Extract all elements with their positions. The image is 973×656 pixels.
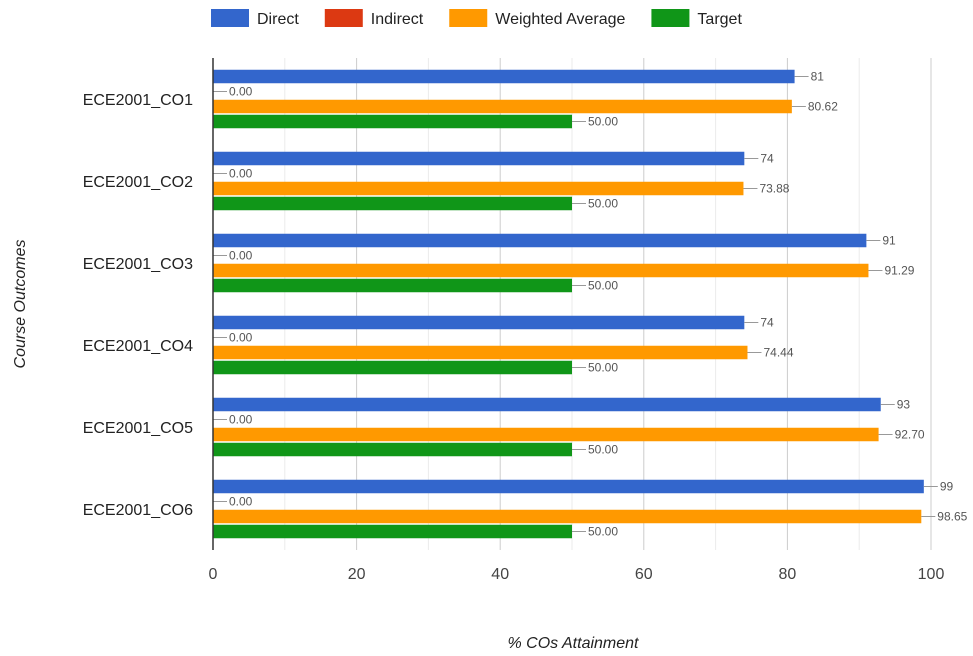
data-label: 50.00 xyxy=(588,115,618,129)
data-label: 98.65 xyxy=(937,510,967,524)
bar-weighted-average[interactable] xyxy=(213,99,792,114)
bar-direct[interactable] xyxy=(213,397,881,412)
bars-group xyxy=(213,69,924,539)
bar-target[interactable] xyxy=(213,360,572,375)
category-label: ECE2001_CO1 xyxy=(83,92,193,109)
category-label: ECE2001_CO4 xyxy=(83,338,193,355)
bar-target[interactable] xyxy=(213,114,572,129)
category-label: ECE2001_CO2 xyxy=(83,174,193,191)
bar-weighted-average[interactable] xyxy=(213,427,879,442)
bar-target[interactable] xyxy=(213,196,572,211)
data-label: 50.00 xyxy=(588,361,618,375)
data-label: 50.00 xyxy=(588,197,618,211)
bar-weighted-average[interactable] xyxy=(213,181,744,196)
category-label: ECE2001_CO5 xyxy=(83,420,193,437)
legend-swatch-direct xyxy=(211,9,249,27)
bar-direct[interactable] xyxy=(213,315,745,330)
y-axis-title: Course Outcomes xyxy=(12,240,29,369)
data-label: 92.70 xyxy=(895,428,925,442)
legend-label-direct[interactable]: Direct xyxy=(257,11,299,28)
data-label: 91.29 xyxy=(884,264,914,278)
x-tick-label: 100 xyxy=(918,566,945,583)
category-label: ECE2001_CO3 xyxy=(83,256,193,273)
data-label: 0.00 xyxy=(229,249,253,263)
data-label: 0.00 xyxy=(229,85,253,99)
bar-target[interactable] xyxy=(213,524,572,539)
data-labels: 81 0.00 80.62 50.00 74 0.00 73.88 50.00 91 0.00 91… xyxy=(229,70,968,539)
bar-weighted-average[interactable] xyxy=(213,263,869,278)
data-label: 0.00 xyxy=(229,495,253,509)
bar-weighted-average[interactable] xyxy=(213,509,922,524)
data-label: 0.00 xyxy=(229,331,253,345)
data-label: 73.88 xyxy=(759,182,789,196)
gridlines xyxy=(284,58,932,550)
bar-weighted-average[interactable] xyxy=(213,345,748,360)
data-label: 74.44 xyxy=(763,346,793,360)
bar-direct[interactable] xyxy=(213,69,795,84)
x-tick-label: 40 xyxy=(491,566,509,583)
data-label: 91 xyxy=(882,234,896,248)
data-label: 81 xyxy=(811,70,825,84)
data-label: 0.00 xyxy=(229,413,253,427)
x-tick-labels: 0 20 40 60 80 100 xyxy=(209,566,945,583)
x-axis-title: % COs Attainment xyxy=(507,635,639,652)
data-label: 80.62 xyxy=(808,100,838,114)
x-tick-label: 80 xyxy=(779,566,797,583)
category-label: ECE2001_CO6 xyxy=(83,502,193,519)
data-label: 50.00 xyxy=(588,279,618,293)
data-label: 50.00 xyxy=(588,443,618,457)
legend-swatch-weighted-average xyxy=(449,9,488,27)
data-label: 99 xyxy=(940,480,954,494)
bar-target[interactable] xyxy=(213,278,572,293)
data-label-leaders xyxy=(213,76,938,532)
data-label: 0.00 xyxy=(229,167,253,181)
x-tick-label: 60 xyxy=(635,566,653,583)
data-label: 50.00 xyxy=(588,525,618,539)
x-tick-label: 0 xyxy=(209,566,218,583)
bar-direct[interactable] xyxy=(213,233,867,248)
bar-direct[interactable] xyxy=(213,479,924,494)
bar-target[interactable] xyxy=(213,442,572,457)
data-label: 74 xyxy=(760,152,774,166)
x-tick-label: 20 xyxy=(348,566,366,583)
legend-label-indirect[interactable]: Indirect xyxy=(371,11,424,28)
legend-swatch-target xyxy=(651,9,690,27)
legend-label-target[interactable]: Target xyxy=(697,11,742,28)
bar-direct[interactable] xyxy=(213,151,745,166)
legend-swatch-indirect xyxy=(324,9,363,27)
category-labels: ECE2001_CO1 ECE2001_CO2 ECE2001_CO3 ECE2001… xyxy=(83,92,193,519)
data-label: 93 xyxy=(897,398,911,412)
legend: Direct Indirect Weighted Average Target xyxy=(211,9,742,28)
legend-label-weighted-average[interactable]: Weighted Average xyxy=(495,11,625,28)
data-label: 74 xyxy=(760,316,774,330)
